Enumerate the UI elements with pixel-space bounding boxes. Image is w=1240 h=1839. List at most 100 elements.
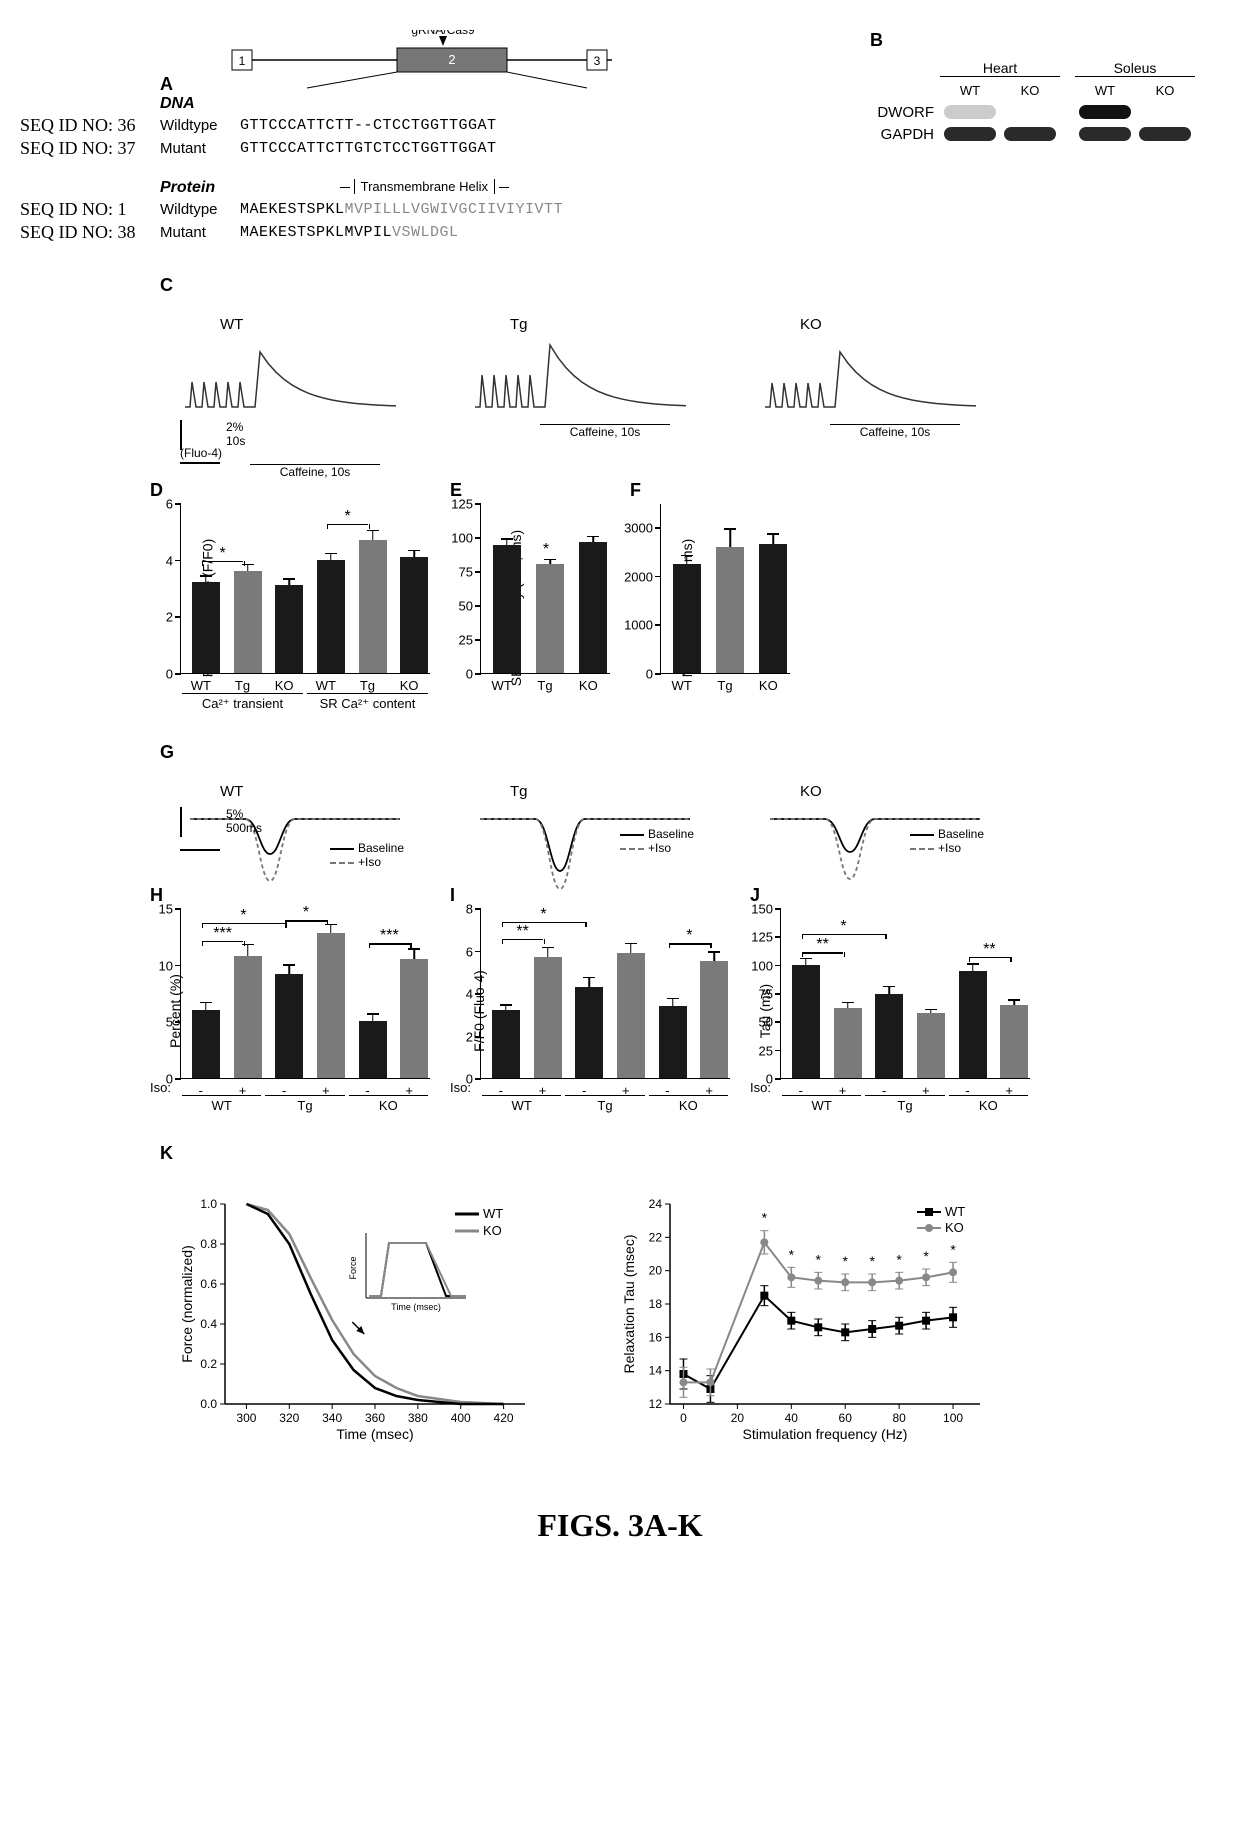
svg-text:Force (normalized): Force (normalized) [179,1245,195,1362]
seq-id-38: SEQ ID NO: 38 [20,222,160,243]
svg-text:*: * [762,1210,768,1226]
g-title-wt: WT [220,783,410,800]
svg-text:*: * [896,1251,902,1267]
prot-wt-pre: MAEKESTSPKL [240,201,345,218]
svg-text:*: * [816,1251,822,1267]
svg-text:0: 0 [680,1411,687,1425]
seq-id-1: SEQ ID NO: 1 [20,199,160,220]
geno-wt1: WT [940,83,1000,98]
svg-text:40: 40 [785,1411,799,1425]
svg-text:22: 22 [649,1230,663,1244]
gapdh-row: GAPDH [870,126,940,143]
svg-text:0.2: 0.2 [200,1357,217,1371]
gene-diagram: 1 2 3 gRNA/Cas9 [217,30,637,90]
panel-d-chart: DPeak amplitude (F/F0)0246**WTTgKOWTTgKO… [180,504,430,712]
svg-text:KO: KO [945,1220,964,1235]
prot-wt-tm: MVPILLLVGWIVGCIIVIYIVTT [345,201,564,218]
svg-text:400: 400 [451,1411,471,1425]
c-title-tg: Tg [510,316,700,333]
svg-text:*: * [950,1241,956,1257]
mutant-lbl: Mutant [160,140,240,157]
svg-text:WT: WT [483,1206,503,1221]
svg-text:360: 360 [365,1411,385,1425]
svg-text:300: 300 [236,1411,256,1425]
panel-g-label: G [160,742,174,762]
panel-e-chart: ESERCA activity (Tau, ms)0255075100125*W… [480,504,610,712]
wildtype-lbl: Wildtype [160,117,240,134]
svg-text:0.8: 0.8 [200,1237,217,1251]
tm-helix-label: Transmembrane Helix [354,179,495,194]
geno-wt2: WT [1075,83,1135,98]
panel-c-label: C [160,275,173,295]
prot-mut-pre: MAEKESTSPKLMVPIL [240,224,392,241]
caffeine-bar-1: Caffeine, 10s [250,464,380,479]
svg-text:Stimulation frequency (Hz): Stimulation frequency (Hz) [743,1426,908,1442]
svg-text:1.0: 1.0 [200,1197,217,1211]
svg-text:16: 16 [649,1330,663,1344]
panel-k-label: K [160,1143,173,1163]
svg-text:*: * [923,1248,929,1264]
protein-heading: Protein [160,179,240,197]
svg-text:*: * [869,1253,875,1269]
g-title-ko: KO [800,783,990,800]
svg-text:24: 24 [649,1197,663,1211]
seq-id-36: SEQ ID NO: 36 [20,115,160,136]
western-blot: Heart Soleus WT KO WT KO DWORF GAPDH [870,57,1220,145]
figure-caption: FIGS. 3A-K [20,1507,1220,1544]
fluo4-label: (Fluo-4) [180,446,410,460]
c-title-ko: KO [800,316,990,333]
svg-text:20: 20 [731,1411,745,1425]
svg-text:1: 1 [239,54,246,68]
svg-text:*: * [842,1253,848,1269]
svg-text:gRNA/Cas9: gRNA/Cas9 [411,30,475,37]
panel-i-chart: IF/F0 (Fluo-4)02468****-+-+-+Iso:WTTgKO [480,909,730,1113]
svg-text:0.4: 0.4 [200,1317,217,1331]
svg-text:2: 2 [448,52,455,67]
svg-text:0.0: 0.0 [200,1397,217,1411]
panel-a-label: A [160,74,173,94]
geno-ko2: KO [1135,83,1195,98]
svg-text:Relaxation Tau (msec): Relaxation Tau (msec) [621,1234,637,1373]
panel-c-traces: WT 2%10s (Fluo-4) Caffeine, 10s Tg Caffe… [180,316,1220,479]
dna-heading: DNA [160,95,240,113]
c-title-wt: WT [220,316,410,333]
svg-text:420: 420 [494,1411,514,1425]
svg-text:12: 12 [649,1397,663,1411]
panel-k-right: 12141618202224020406080100********WTKOSt… [620,1194,1000,1447]
g-scale-x: 500ms [226,821,262,835]
geno-ko1: KO [1000,83,1060,98]
svg-text:18: 18 [649,1297,663,1311]
svg-text:3: 3 [594,54,601,68]
dna-mut-seq: GTTCCCATTCTTGTCTCCTGGTTGGAT [240,140,497,157]
svg-text:Time (msec): Time (msec) [336,1426,413,1442]
svg-text:*: * [789,1246,795,1262]
mutant-lbl2: Mutant [160,224,240,241]
tissue-heart: Heart [940,60,1060,77]
wildtype-lbl2: Wildtype [160,201,240,218]
svg-text:Force: Force [348,1256,358,1279]
c-scale-y: 2% [226,420,243,434]
svg-text:380: 380 [408,1411,428,1425]
svg-text:14: 14 [649,1364,663,1378]
svg-text:Time (msec): Time (msec) [391,1302,441,1312]
prot-mut-post: VSWLDGL [392,224,459,241]
svg-text:80: 80 [892,1411,906,1425]
g-scale-y: 5% [226,807,243,821]
dna-wt-seq: GTTCCCATTCTT--CTCCTGGTTGGAT [240,117,497,134]
caffeine-bar-3: Caffeine, 10s [830,424,960,439]
g-leg-baseline: Baseline [358,841,404,855]
dworf-row: DWORF [870,104,940,121]
panel-f-chart: FNCX activity (Tau, ms)0100020003000WTTg… [660,504,790,712]
caffeine-bar-2: Caffeine, 10s [540,424,670,439]
svg-text:0.6: 0.6 [200,1277,217,1291]
svg-text:100: 100 [943,1411,963,1425]
svg-text:320: 320 [279,1411,299,1425]
seq-id-37: SEQ ID NO: 37 [20,138,160,159]
panel-k-left: 0.0 0.2 0.4 0.6 0.8 1.0 300 320 340 360 380 400 420 W… [180,1194,540,1447]
panel-b-label: B [870,30,883,50]
c-scale-x: 10s [226,434,245,448]
svg-text:340: 340 [322,1411,342,1425]
tissue-soleus: Soleus [1075,60,1195,77]
panel-h-chart: HPercent (%)051015********-+-+-+Iso:WTTg… [180,909,430,1113]
svg-text:KO: KO [483,1223,502,1238]
